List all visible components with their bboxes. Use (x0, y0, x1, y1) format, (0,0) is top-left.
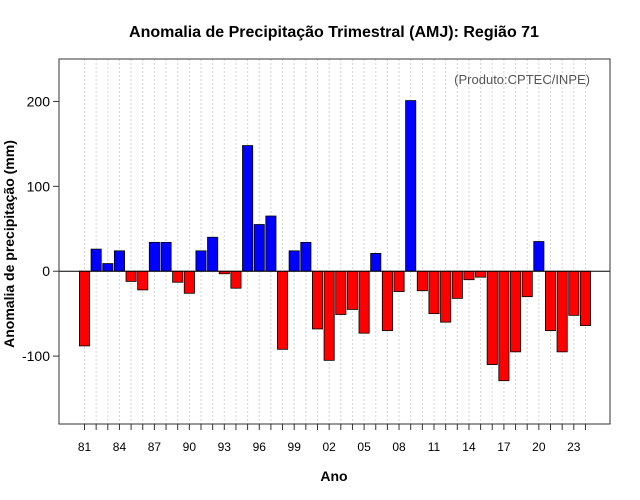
bar-05 (358, 270, 370, 334)
bar-00 (300, 241, 312, 272)
bar-97 (265, 215, 277, 272)
y-tick-label-0: 0 (42, 263, 50, 279)
bar-82 (90, 248, 102, 272)
x-tick-label-20: 20 (532, 440, 546, 454)
bar-08 (393, 270, 405, 292)
x-tick-label-23: 23 (567, 440, 581, 454)
bar-24 (579, 270, 591, 326)
bar-15 (475, 270, 487, 278)
bar-18 (510, 270, 522, 353)
x-tick-label-96: 96 (253, 440, 267, 454)
x-tick-label-84: 84 (113, 440, 127, 454)
bar-96 (253, 224, 265, 272)
bar-19 (521, 270, 533, 298)
x-tick-label-90: 90 (183, 440, 197, 454)
bar-17 (498, 270, 510, 382)
bar-81 (79, 270, 91, 347)
bar-92 (207, 236, 219, 272)
y-tick-label-100: 100 (27, 178, 51, 194)
bar-91 (195, 250, 207, 272)
bar-20 (533, 241, 545, 272)
chart-title: Anomalia de Precipitação Trimestral (AMJ… (129, 24, 539, 41)
bar-01 (311, 270, 323, 330)
x-tick-label-08: 08 (392, 440, 406, 454)
bar-06 (370, 252, 382, 272)
x-tick-label-11: 11 (428, 440, 441, 454)
x-tick-label-99: 99 (288, 440, 302, 454)
bar-02 (323, 270, 335, 361)
bar-21 (545, 270, 557, 332)
bar-84 (113, 250, 125, 272)
bar-03 (335, 270, 347, 315)
bar-13 (451, 270, 463, 299)
bar-83 (102, 263, 114, 272)
y-tick-label-200: 200 (27, 93, 51, 109)
plot-frame (58, 58, 611, 425)
bar-14 (463, 270, 475, 281)
x-tick-label-93: 93 (218, 440, 232, 454)
x-tick-label-14: 14 (462, 440, 476, 454)
bar-12 (440, 270, 452, 323)
bar-88 (160, 241, 172, 272)
bar-99 (288, 250, 300, 272)
bar-16 (486, 270, 498, 365)
bar-87 (148, 241, 160, 272)
y-tick-label--100: -100 (22, 348, 50, 364)
bar-07 (381, 270, 393, 332)
bar-94 (230, 270, 242, 289)
x-axis: 81 84 87 90 93 96 99 02 05 08 11 14 17 20 23 (78, 424, 586, 454)
x-tick-label-87: 87 (148, 440, 162, 454)
bar-22 (556, 270, 568, 353)
y-axis-label: Anomalia de precipitação (mm) (1, 140, 17, 348)
x-tick-label-02: 02 (322, 440, 336, 454)
bar-98 (277, 270, 289, 350)
x-tick-label-81: 81 (78, 440, 92, 454)
bar-89 (172, 270, 184, 283)
x-tick-label-05: 05 (357, 440, 371, 454)
x-axis-label: Ano (320, 468, 347, 484)
bar-86 (137, 270, 149, 291)
bar-11 (428, 270, 440, 315)
bar-04 (346, 270, 358, 310)
bar-10 (416, 270, 428, 292)
x-tick-label-17: 17 (497, 440, 511, 454)
bar-90 (183, 270, 195, 294)
grid (84, 59, 586, 424)
bar-09 (405, 100, 417, 272)
bar-95 (242, 145, 254, 272)
bar-85 (125, 270, 137, 282)
credit-text: (Produto:CPTEC/INPE) (454, 72, 590, 87)
bar-23 (568, 270, 580, 316)
bars (79, 100, 591, 382)
y-axis: -100 0 100 200 (22, 93, 59, 364)
